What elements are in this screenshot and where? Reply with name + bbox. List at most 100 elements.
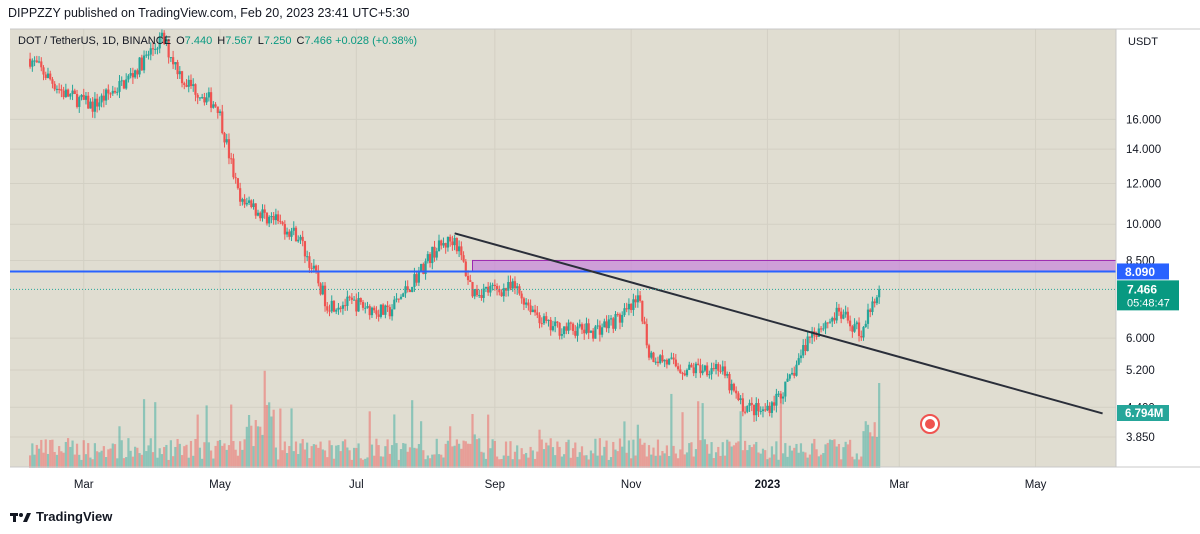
volume-bar bbox=[498, 459, 501, 468]
candle-body bbox=[437, 240, 441, 252]
candle-body bbox=[697, 363, 700, 366]
candle-body bbox=[487, 286, 490, 293]
volume-bar bbox=[301, 439, 304, 468]
volume-bar bbox=[721, 442, 724, 468]
volume-bar bbox=[453, 445, 456, 468]
candle-body bbox=[145, 54, 148, 56]
volume-bar bbox=[98, 452, 101, 468]
volume-bar bbox=[540, 439, 543, 468]
volume-bar bbox=[393, 414, 396, 468]
volume-bar bbox=[752, 444, 756, 468]
tradingview-brand: TradingView bbox=[36, 509, 113, 524]
volume-bar bbox=[359, 458, 362, 468]
candle-body bbox=[254, 203, 257, 216]
candle-body bbox=[205, 97, 208, 103]
price-tick-label: 10.000 bbox=[1126, 219, 1161, 231]
candle-body bbox=[542, 316, 546, 324]
volume-bar bbox=[221, 445, 224, 468]
candle-body bbox=[623, 308, 626, 316]
candle-body bbox=[565, 326, 568, 331]
volume-bar bbox=[833, 439, 836, 468]
candle-body bbox=[301, 236, 304, 242]
candle-body bbox=[732, 383, 736, 391]
volume-bar bbox=[732, 445, 736, 468]
volume-bar bbox=[379, 456, 383, 468]
candle-body bbox=[799, 355, 803, 359]
last-price-label: 7.466 bbox=[1127, 282, 1157, 296]
candle-body bbox=[563, 326, 566, 335]
candle-body bbox=[361, 302, 365, 308]
candle-body bbox=[42, 67, 45, 75]
candle-body bbox=[878, 289, 881, 298]
candle-body bbox=[817, 328, 820, 337]
us-flag-event-icon-inner bbox=[925, 419, 935, 429]
volume-bar bbox=[650, 454, 653, 468]
volume-bar bbox=[860, 456, 863, 468]
tradingview-footer[interactable]: TradingView bbox=[10, 509, 112, 524]
volume-bar bbox=[621, 446, 624, 468]
candle-body bbox=[270, 216, 273, 218]
volume-bar bbox=[663, 453, 666, 468]
volume-bar bbox=[837, 443, 841, 468]
candle-body bbox=[216, 106, 219, 113]
candle-body bbox=[835, 307, 838, 321]
volume-bar bbox=[185, 444, 188, 468]
candle-body bbox=[525, 302, 528, 305]
candle-body bbox=[44, 74, 47, 78]
volume-bar bbox=[373, 455, 376, 468]
candle-body bbox=[395, 298, 398, 300]
candle-body bbox=[46, 73, 50, 78]
volume-bar bbox=[60, 451, 63, 468]
volume-bar bbox=[786, 456, 789, 468]
volume-bar bbox=[317, 447, 320, 468]
legend-symbol[interactable]: DOT / TetherUS, 1D, BINANCE bbox=[18, 35, 172, 47]
candle-body bbox=[230, 158, 233, 160]
time-tick-label: Nov bbox=[621, 479, 642, 491]
volume-bar bbox=[377, 445, 380, 468]
volume-bar bbox=[174, 446, 177, 468]
candle-body bbox=[804, 345, 807, 352]
volume-bar bbox=[458, 443, 461, 468]
candle-body bbox=[297, 239, 300, 242]
volume-bar bbox=[303, 449, 307, 468]
candle-body bbox=[668, 358, 671, 365]
volume-bar bbox=[873, 422, 876, 468]
legend-o-label: O bbox=[176, 35, 185, 47]
candle-body bbox=[842, 314, 845, 319]
volume-bar bbox=[415, 448, 418, 468]
candle-body bbox=[71, 90, 74, 95]
volume-bar bbox=[679, 449, 682, 468]
candle-body bbox=[630, 303, 633, 311]
volume-bar bbox=[692, 456, 695, 468]
volume-bar bbox=[685, 452, 689, 468]
volume-bar bbox=[82, 440, 85, 468]
candle-body bbox=[746, 405, 749, 412]
candle-body bbox=[750, 402, 753, 405]
candle-body bbox=[194, 84, 197, 95]
volume-bar bbox=[495, 456, 499, 468]
volume-bar bbox=[672, 445, 675, 468]
candle-body bbox=[239, 188, 242, 202]
volume-bar bbox=[323, 450, 327, 468]
candle-body bbox=[214, 104, 217, 107]
candle-body bbox=[659, 355, 662, 364]
volume-bar bbox=[777, 459, 780, 468]
candle-body bbox=[708, 374, 711, 376]
candle-body bbox=[665, 359, 668, 365]
volume-bar bbox=[223, 443, 226, 468]
candle-body bbox=[864, 323, 867, 327]
volume-bar bbox=[297, 454, 300, 468]
candle-body bbox=[703, 365, 706, 371]
volume-bar bbox=[781, 453, 785, 468]
candle-body bbox=[482, 288, 485, 298]
candle-body bbox=[681, 372, 684, 374]
volume-bar bbox=[605, 440, 608, 468]
candle-body bbox=[616, 314, 619, 316]
volume-bar bbox=[554, 455, 557, 468]
candle-body bbox=[770, 402, 774, 413]
candle-body bbox=[688, 364, 691, 370]
candle-body bbox=[66, 89, 70, 97]
volume-bar bbox=[62, 452, 65, 468]
volume-bar bbox=[328, 440, 331, 468]
